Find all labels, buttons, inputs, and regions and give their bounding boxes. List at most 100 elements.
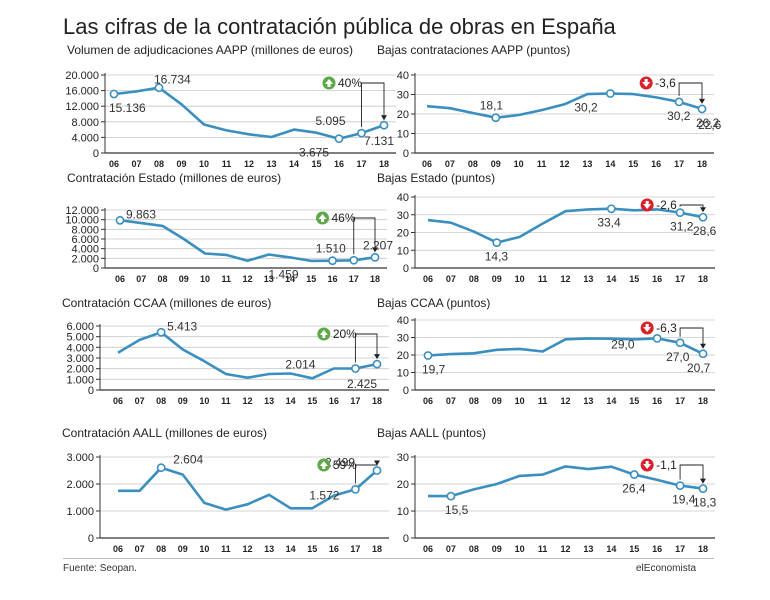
x-tick-label: 18 xyxy=(370,274,380,284)
x-tick-label: 11 xyxy=(538,274,548,284)
x-tick-label: 08 xyxy=(468,159,478,169)
x-tick-label: 17 xyxy=(675,396,685,406)
y-tick-label: 8.000 xyxy=(71,224,99,236)
data-label: 1.572 xyxy=(309,488,339,502)
data-label: 9.863 xyxy=(126,207,156,221)
x-tick-label: 08 xyxy=(469,544,479,554)
y-tick-label: 3.000 xyxy=(66,353,94,365)
y-tick-label: 6.000 xyxy=(71,234,99,246)
y-tick-label: 2.000 xyxy=(71,253,99,265)
x-tick-label: 15 xyxy=(629,274,639,284)
x-tick-label: 16 xyxy=(334,159,344,169)
chart-title: Contratación CCAA (millones de euros) xyxy=(62,296,271,310)
x-tick-label: 11 xyxy=(538,396,548,406)
data-point xyxy=(446,491,456,501)
x-tick-label: 06 xyxy=(423,544,433,554)
x-tick-label: 15 xyxy=(307,396,317,406)
data-point xyxy=(156,463,166,473)
data-label: 19,4 xyxy=(672,493,696,507)
x-tick-label: 10 xyxy=(515,396,525,406)
chart-title: Bajas CCAA (puntos) xyxy=(377,296,490,310)
change-badge-label: -6,3 xyxy=(656,321,677,335)
data-label: 18,1 xyxy=(480,99,504,113)
series-line xyxy=(427,337,704,357)
x-tick-label: 09 xyxy=(492,544,502,554)
x-tick-label: 14 xyxy=(606,274,616,284)
x-tick-label: 18 xyxy=(372,396,382,406)
x-tick-label: 15 xyxy=(311,159,321,169)
badge-arrow-glyph xyxy=(643,324,652,332)
data-label: 1.459 xyxy=(269,268,299,282)
footer-divider xyxy=(63,558,714,559)
change-badge-label: 46% xyxy=(332,211,356,225)
x-tick-label: 09 xyxy=(179,274,189,284)
page-title: Las cifras de la contratación pública de… xyxy=(63,14,616,39)
x-tick-label: 18 xyxy=(698,544,708,554)
y-tick-label: 30 xyxy=(397,210,409,222)
data-point xyxy=(349,255,359,265)
x-tick-label: 14 xyxy=(606,544,616,554)
y-tick-label: 30 xyxy=(397,333,409,345)
x-tick-label: 09 xyxy=(176,159,186,169)
data-label: 27,0 xyxy=(666,350,690,364)
x-tick-label: 12 xyxy=(560,544,570,554)
x-tick-label: 17 xyxy=(675,544,685,554)
data-label: 28,6 xyxy=(693,224,717,238)
y-tick-label: 40 xyxy=(397,192,409,204)
change-bracket xyxy=(361,82,385,128)
chart-panel-6: Bajas CCAA (puntos) 0 10 20 30 40 06 07 08 09 10 11… xyxy=(377,296,715,406)
data-label: 16.734 xyxy=(154,73,191,87)
x-tick-label: 13 xyxy=(266,159,276,169)
bracket-arrowhead xyxy=(699,98,705,104)
x-tick-label: 14 xyxy=(285,274,295,284)
data-point xyxy=(698,212,708,222)
x-tick-label: 17 xyxy=(674,159,684,169)
data-point xyxy=(109,89,119,99)
x-tick-label: 11 xyxy=(221,396,231,406)
chart-title: Bajas AALL (puntos) xyxy=(377,426,486,440)
data-point xyxy=(492,238,502,248)
source-note: Fuente: Seopan. xyxy=(63,563,137,574)
x-tick-label: 08 xyxy=(469,396,479,406)
chart-panel-7: Contratación AALL (millones de euros) 0 1.… xyxy=(62,426,389,554)
x-tick-label: 07 xyxy=(135,544,145,554)
y-tick-label: 0 xyxy=(93,263,99,275)
data-label: 20,7 xyxy=(687,361,711,375)
x-tick-label: 18 xyxy=(372,544,382,554)
series-line xyxy=(427,207,704,244)
x-tick-label: 14 xyxy=(606,396,616,406)
bracket-arrowhead xyxy=(372,247,378,253)
change-badge-label: -1,1 xyxy=(656,458,677,472)
y-tick-label: 30 xyxy=(397,452,409,464)
x-tick-label: 10 xyxy=(515,544,525,554)
x-tick-label: 08 xyxy=(469,274,479,284)
y-tick-label: 0 xyxy=(93,148,99,160)
x-tick-label: 17 xyxy=(675,274,685,284)
badge-arrow-glyph xyxy=(318,214,327,222)
data-label: 2.207 xyxy=(363,238,393,252)
y-tick-label: 40 xyxy=(397,70,409,82)
data-label: 2.425 xyxy=(347,377,377,391)
x-tick-label: 12 xyxy=(242,544,252,554)
data-label: 5.413 xyxy=(167,319,197,333)
x-tick-label: 18 xyxy=(698,274,708,284)
x-tick-label: 11 xyxy=(538,544,548,554)
data-point xyxy=(675,338,685,348)
data-label: 1.510 xyxy=(316,241,346,255)
data-point xyxy=(357,128,366,138)
data-point xyxy=(154,83,164,93)
bracket-arrowhead xyxy=(374,460,380,466)
change-badge-label: 40% xyxy=(338,76,362,90)
x-tick-label: 17 xyxy=(349,274,359,284)
data-label: 15.136 xyxy=(109,101,146,115)
x-tick-label: 06 xyxy=(113,396,123,406)
chart-title: Bajas contrataciones AAPP (puntos) xyxy=(377,43,570,57)
x-tick-label: 14 xyxy=(289,159,299,169)
data-label: 31,2 xyxy=(670,220,694,234)
y-tick-label: 20.000 xyxy=(65,70,99,82)
x-tick-label: 07 xyxy=(446,396,456,406)
x-tick-label: 13 xyxy=(583,544,593,554)
x-tick-label: 14 xyxy=(605,159,615,169)
